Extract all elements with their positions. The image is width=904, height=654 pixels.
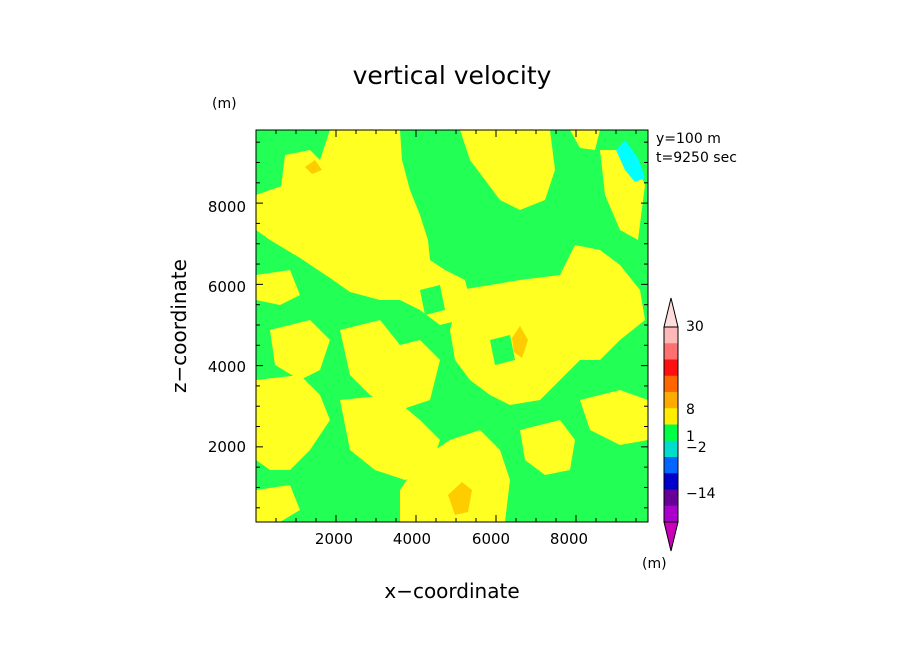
colorbar-bottom-arrow (663, 521, 679, 552)
colorbar-segment (664, 408, 678, 425)
contour-field (256, 130, 648, 522)
plot-axes (255, 129, 649, 523)
x-tick-label: 4000 (393, 530, 431, 548)
updraft-region (400, 430, 510, 522)
near-zero-region (420, 285, 445, 315)
updraft-region (340, 395, 440, 480)
z-tick-label: 6000 (208, 278, 246, 296)
colorbar-label-30: 30 (686, 319, 704, 335)
chart-title: vertical velocity (353, 61, 552, 90)
near-zero-region (490, 335, 515, 365)
colorbar (663, 297, 679, 552)
colorbar-segment (664, 359, 678, 377)
colorbar-segments (664, 327, 678, 523)
orange-pocket (512, 326, 528, 358)
z-tick-label: 2000 (208, 438, 246, 456)
downdraft-pocket (616, 140, 645, 182)
colorbar-segment (664, 327, 678, 344)
updraft-region (520, 420, 575, 475)
colorbar-segment (664, 424, 678, 442)
updraft-region (256, 270, 300, 305)
updraft-region (256, 485, 300, 522)
time-annotation: t=9250 sec (656, 150, 737, 166)
colorbar-label-minus14: −14 (686, 486, 716, 502)
updraft-region (270, 320, 330, 380)
updraft-region (460, 130, 555, 210)
colorbar-segment (664, 440, 678, 458)
x-axis-label: x−coordinate (384, 579, 519, 603)
z-tick-label: 8000 (208, 198, 246, 216)
colorbar-label-8: 8 (686, 402, 695, 418)
colorbar-label-minus2: −2 (686, 440, 707, 456)
colorbar-segment (664, 489, 678, 507)
updraft-region (450, 245, 645, 405)
colorbar-unit-label: (m) (642, 556, 667, 572)
updraft-region (570, 130, 600, 150)
colorbar-label-1: 1 (686, 429, 695, 445)
orange-pocket (448, 482, 472, 515)
z-axis-label: z−coordinate (167, 259, 191, 393)
colorbar-segment (664, 505, 678, 523)
updraft-region (340, 320, 440, 410)
colorbar-segment (664, 457, 678, 474)
updraft-region (256, 375, 330, 470)
colorbar-segment (664, 473, 678, 490)
orange-pocket (305, 160, 322, 174)
x-tick-label: 2000 (315, 530, 353, 548)
x-tick-label: 6000 (472, 530, 510, 548)
colorbar-segment (664, 392, 678, 409)
x-tick-label: 8000 (550, 530, 588, 548)
z-unit-label: (m) (212, 96, 237, 112)
colorbar-segment (664, 343, 678, 360)
colorbar-top-arrow (663, 297, 679, 328)
updraft-region (580, 390, 648, 445)
colorbar-segment (664, 375, 678, 393)
y-position-annotation: y=100 m (656, 131, 721, 147)
z-tick-label: 4000 (208, 358, 246, 376)
colorbar-frame (663, 326, 679, 523)
plot-frame (255, 129, 649, 523)
